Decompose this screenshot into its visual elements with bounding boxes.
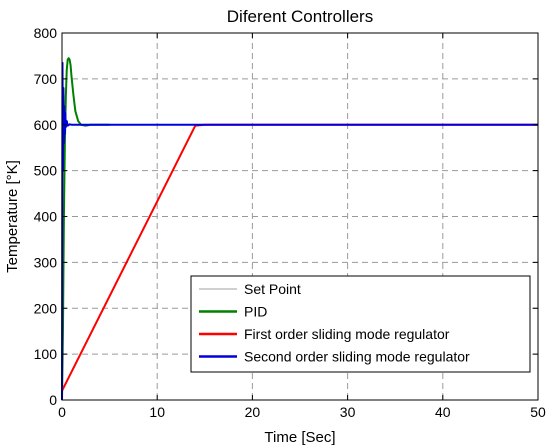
- legend-label-1: PID: [244, 304, 267, 320]
- x-tick-label: 50: [530, 404, 546, 420]
- y-tick-label: 700: [34, 71, 58, 87]
- chart-title: Diferent Controllers: [227, 7, 373, 26]
- legend-box: [190, 275, 531, 373]
- legend: Set Point PID First order sliding mode reg…: [190, 275, 531, 373]
- y-tick-label: 200: [34, 300, 58, 316]
- series-lines: [61, 57, 538, 401]
- y-axis-label: Temperature [°K]: [4, 160, 21, 273]
- legend-label-2: First order sliding mode regulator: [244, 326, 450, 342]
- y-tick-label: 500: [34, 163, 58, 179]
- series-line-3: [61, 61, 538, 401]
- legend-label-0: Set Point: [244, 281, 301, 297]
- y-tick-label: 100: [34, 346, 58, 362]
- legend-label-3: Second order sliding mode regulator: [244, 349, 470, 365]
- y-tick-label: 0: [49, 392, 57, 408]
- x-tick-label: 30: [340, 404, 356, 420]
- x-tick-label: 20: [245, 404, 261, 420]
- y-tick-label: 800: [34, 25, 58, 41]
- y-tick-label: 400: [34, 209, 58, 225]
- y-tick-label: 300: [34, 254, 58, 270]
- y-tick-label: 600: [34, 117, 58, 133]
- x-tick-label: 10: [149, 404, 165, 420]
- x-axis-label: Time [Sec]: [264, 429, 335, 446]
- x-tick-label: 40: [435, 404, 451, 420]
- x-tick-label: 0: [58, 404, 66, 420]
